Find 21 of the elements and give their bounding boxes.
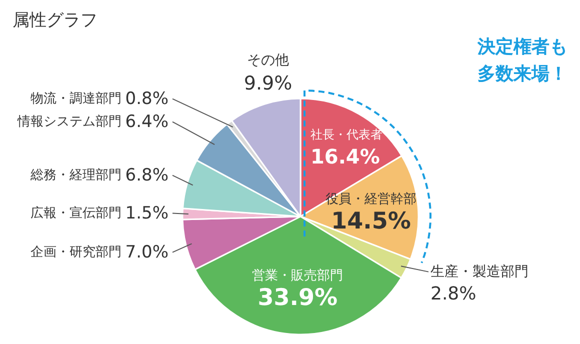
slice-label: 総務・経理部門 bbox=[30, 168, 122, 183]
data-label: 16.4% bbox=[310, 144, 380, 169]
slice-label: 広報・宣伝部門 bbox=[30, 204, 122, 221]
text: 決定権者も多数来場！ bbox=[476, 36, 568, 85]
chart-title: 属性グラフ bbox=[12, 10, 98, 30]
slice-label: 物流・調達部門 bbox=[30, 90, 122, 106]
data-label: 2.8% bbox=[430, 283, 476, 304]
data-label: 33.9% bbox=[258, 285, 338, 312]
data-label: 7.0% bbox=[125, 242, 169, 262]
data-label: 14.5% bbox=[331, 208, 411, 234]
data-label: 6.4% bbox=[125, 112, 169, 132]
slice-label: 社長・代表者 bbox=[310, 128, 382, 142]
data-label: 6.8% bbox=[125, 165, 169, 186]
data-label: 1.5% bbox=[125, 203, 169, 224]
data-label: 9.9% bbox=[244, 72, 292, 94]
slice-label: 情報システム部門 bbox=[16, 114, 122, 130]
data-label: 0.8% bbox=[125, 88, 169, 109]
slice-label: 企画・研究部門 bbox=[30, 244, 122, 260]
slice-label: 生産・製造部門 bbox=[430, 264, 528, 280]
slice-label: 営業・販売部門 bbox=[252, 268, 344, 284]
slice-label: その他 bbox=[247, 52, 289, 68]
